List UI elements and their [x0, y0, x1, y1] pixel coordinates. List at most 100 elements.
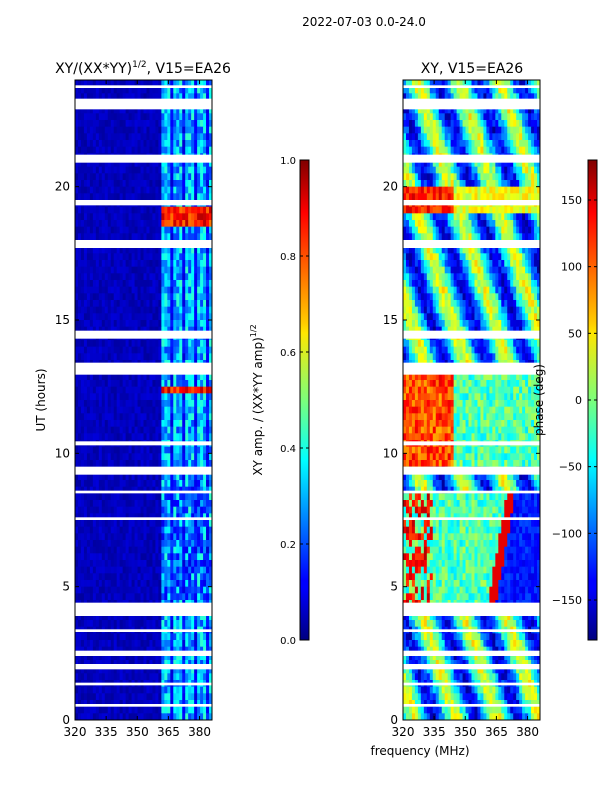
heatmap-cell [107, 220, 112, 228]
heatmap-cell [80, 706, 85, 714]
heatmap-cell [122, 506, 127, 514]
heatmap-cell [161, 506, 165, 514]
heatmap-cell [152, 453, 156, 461]
heatmap-cell [98, 280, 103, 288]
heatmap-cell [209, 520, 213, 528]
heatmap-cell [146, 620, 150, 628]
heatmap-cell [119, 180, 124, 188]
heatmap-cell [116, 700, 121, 708]
heatmap-cell [197, 580, 201, 588]
heatmap-cell [137, 500, 141, 508]
heatmap-cell [510, 106, 514, 114]
heatmap-cell [137, 400, 141, 408]
heatmap-cell [137, 413, 141, 421]
heatmap-cell [104, 120, 109, 128]
heatmap-cell [197, 446, 201, 454]
heatmap-cell [513, 106, 517, 114]
heatmap-cell [98, 233, 103, 241]
heatmap-cell [98, 306, 103, 314]
heatmap-cell [206, 693, 210, 701]
heatmap-cell [206, 586, 210, 594]
heatmap-cell [447, 113, 452, 121]
heatmap-cell [122, 160, 127, 168]
heatmap-cell [110, 666, 115, 674]
heatmap-cell [128, 653, 132, 661]
heatmap-cell [441, 113, 446, 121]
heatmap-cell [194, 373, 198, 381]
heatmap-cell [77, 386, 82, 394]
heatmap-cell [194, 386, 198, 394]
heatmap-cell [107, 380, 112, 388]
heatmap-cell [194, 573, 198, 581]
heatmap-cell [206, 193, 210, 201]
heatmap-cell [80, 433, 85, 441]
heatmap-cell [146, 646, 150, 654]
heatmap-cell [146, 280, 150, 288]
heatmap-cell [209, 373, 213, 381]
heatmap-cell [176, 653, 180, 661]
heatmap-cell [134, 300, 138, 308]
heatmap-cell [75, 493, 79, 501]
heatmap-cell [80, 206, 85, 214]
heatmap-cell [203, 480, 207, 488]
heatmap-cell [140, 266, 144, 274]
heatmap-cell [83, 286, 88, 294]
heatmap-cell [468, 126, 472, 134]
heatmap-cell [209, 640, 213, 648]
heatmap-cell [164, 553, 168, 561]
heatmap-cell [152, 446, 156, 454]
heatmap-cell [125, 293, 130, 301]
heatmap-cell [486, 120, 490, 128]
heatmap-cell [89, 566, 94, 574]
heatmap-cell [75, 573, 79, 581]
heatmap-cell [167, 186, 171, 194]
heatmap-cell [75, 353, 79, 361]
heatmap-cell [170, 273, 174, 281]
heatmap-cell [83, 620, 88, 628]
heatmap-cell [534, 133, 538, 141]
heatmap-cell [206, 253, 210, 261]
heatmap-cell [164, 353, 168, 361]
heatmap-cell [131, 613, 135, 621]
heatmap-cell [206, 486, 210, 494]
heatmap-cell [155, 213, 159, 221]
heatmap-cell [149, 506, 153, 514]
heatmap-cell [146, 553, 150, 561]
heatmap-cell [95, 380, 100, 388]
heatmap-cell [86, 706, 91, 714]
heatmap-cell [83, 480, 88, 488]
heatmap-cell [519, 93, 523, 101]
heatmap-cell [128, 320, 132, 328]
heatmap-cell [191, 640, 195, 648]
heatmap-cell [197, 513, 201, 521]
heatmap-cell [107, 280, 112, 288]
heatmap-cell [152, 673, 156, 681]
heatmap-cell [92, 500, 97, 508]
heatmap-cell [161, 133, 165, 141]
heatmap-cell [140, 666, 144, 674]
heatmap-cell [149, 560, 153, 568]
heatmap-cell [107, 593, 112, 601]
heatmap-cell [194, 313, 198, 321]
heatmap-cell [137, 133, 141, 141]
heatmap-cell [116, 533, 121, 541]
heatmap-cell [161, 226, 165, 234]
heatmap-cell [131, 520, 135, 528]
heatmap-cell [122, 586, 127, 594]
heatmap-cell [155, 146, 159, 154]
heatmap-cell [426, 140, 431, 148]
heatmap-cell [107, 233, 112, 241]
heatmap-cell [89, 286, 94, 294]
heatmap-cell [116, 226, 121, 234]
data-gap [75, 629, 212, 632]
heatmap-cell [143, 406, 147, 414]
heatmap-cell [164, 573, 168, 581]
heatmap-cell [75, 206, 79, 214]
heatmap-cell [98, 406, 103, 414]
heatmap-cell [194, 220, 198, 228]
heatmap-cell [98, 133, 103, 141]
heatmap-cell [194, 713, 198, 721]
heatmap-cell [188, 80, 192, 88]
heatmap-cell [158, 713, 162, 721]
heatmap-cell [110, 126, 115, 134]
